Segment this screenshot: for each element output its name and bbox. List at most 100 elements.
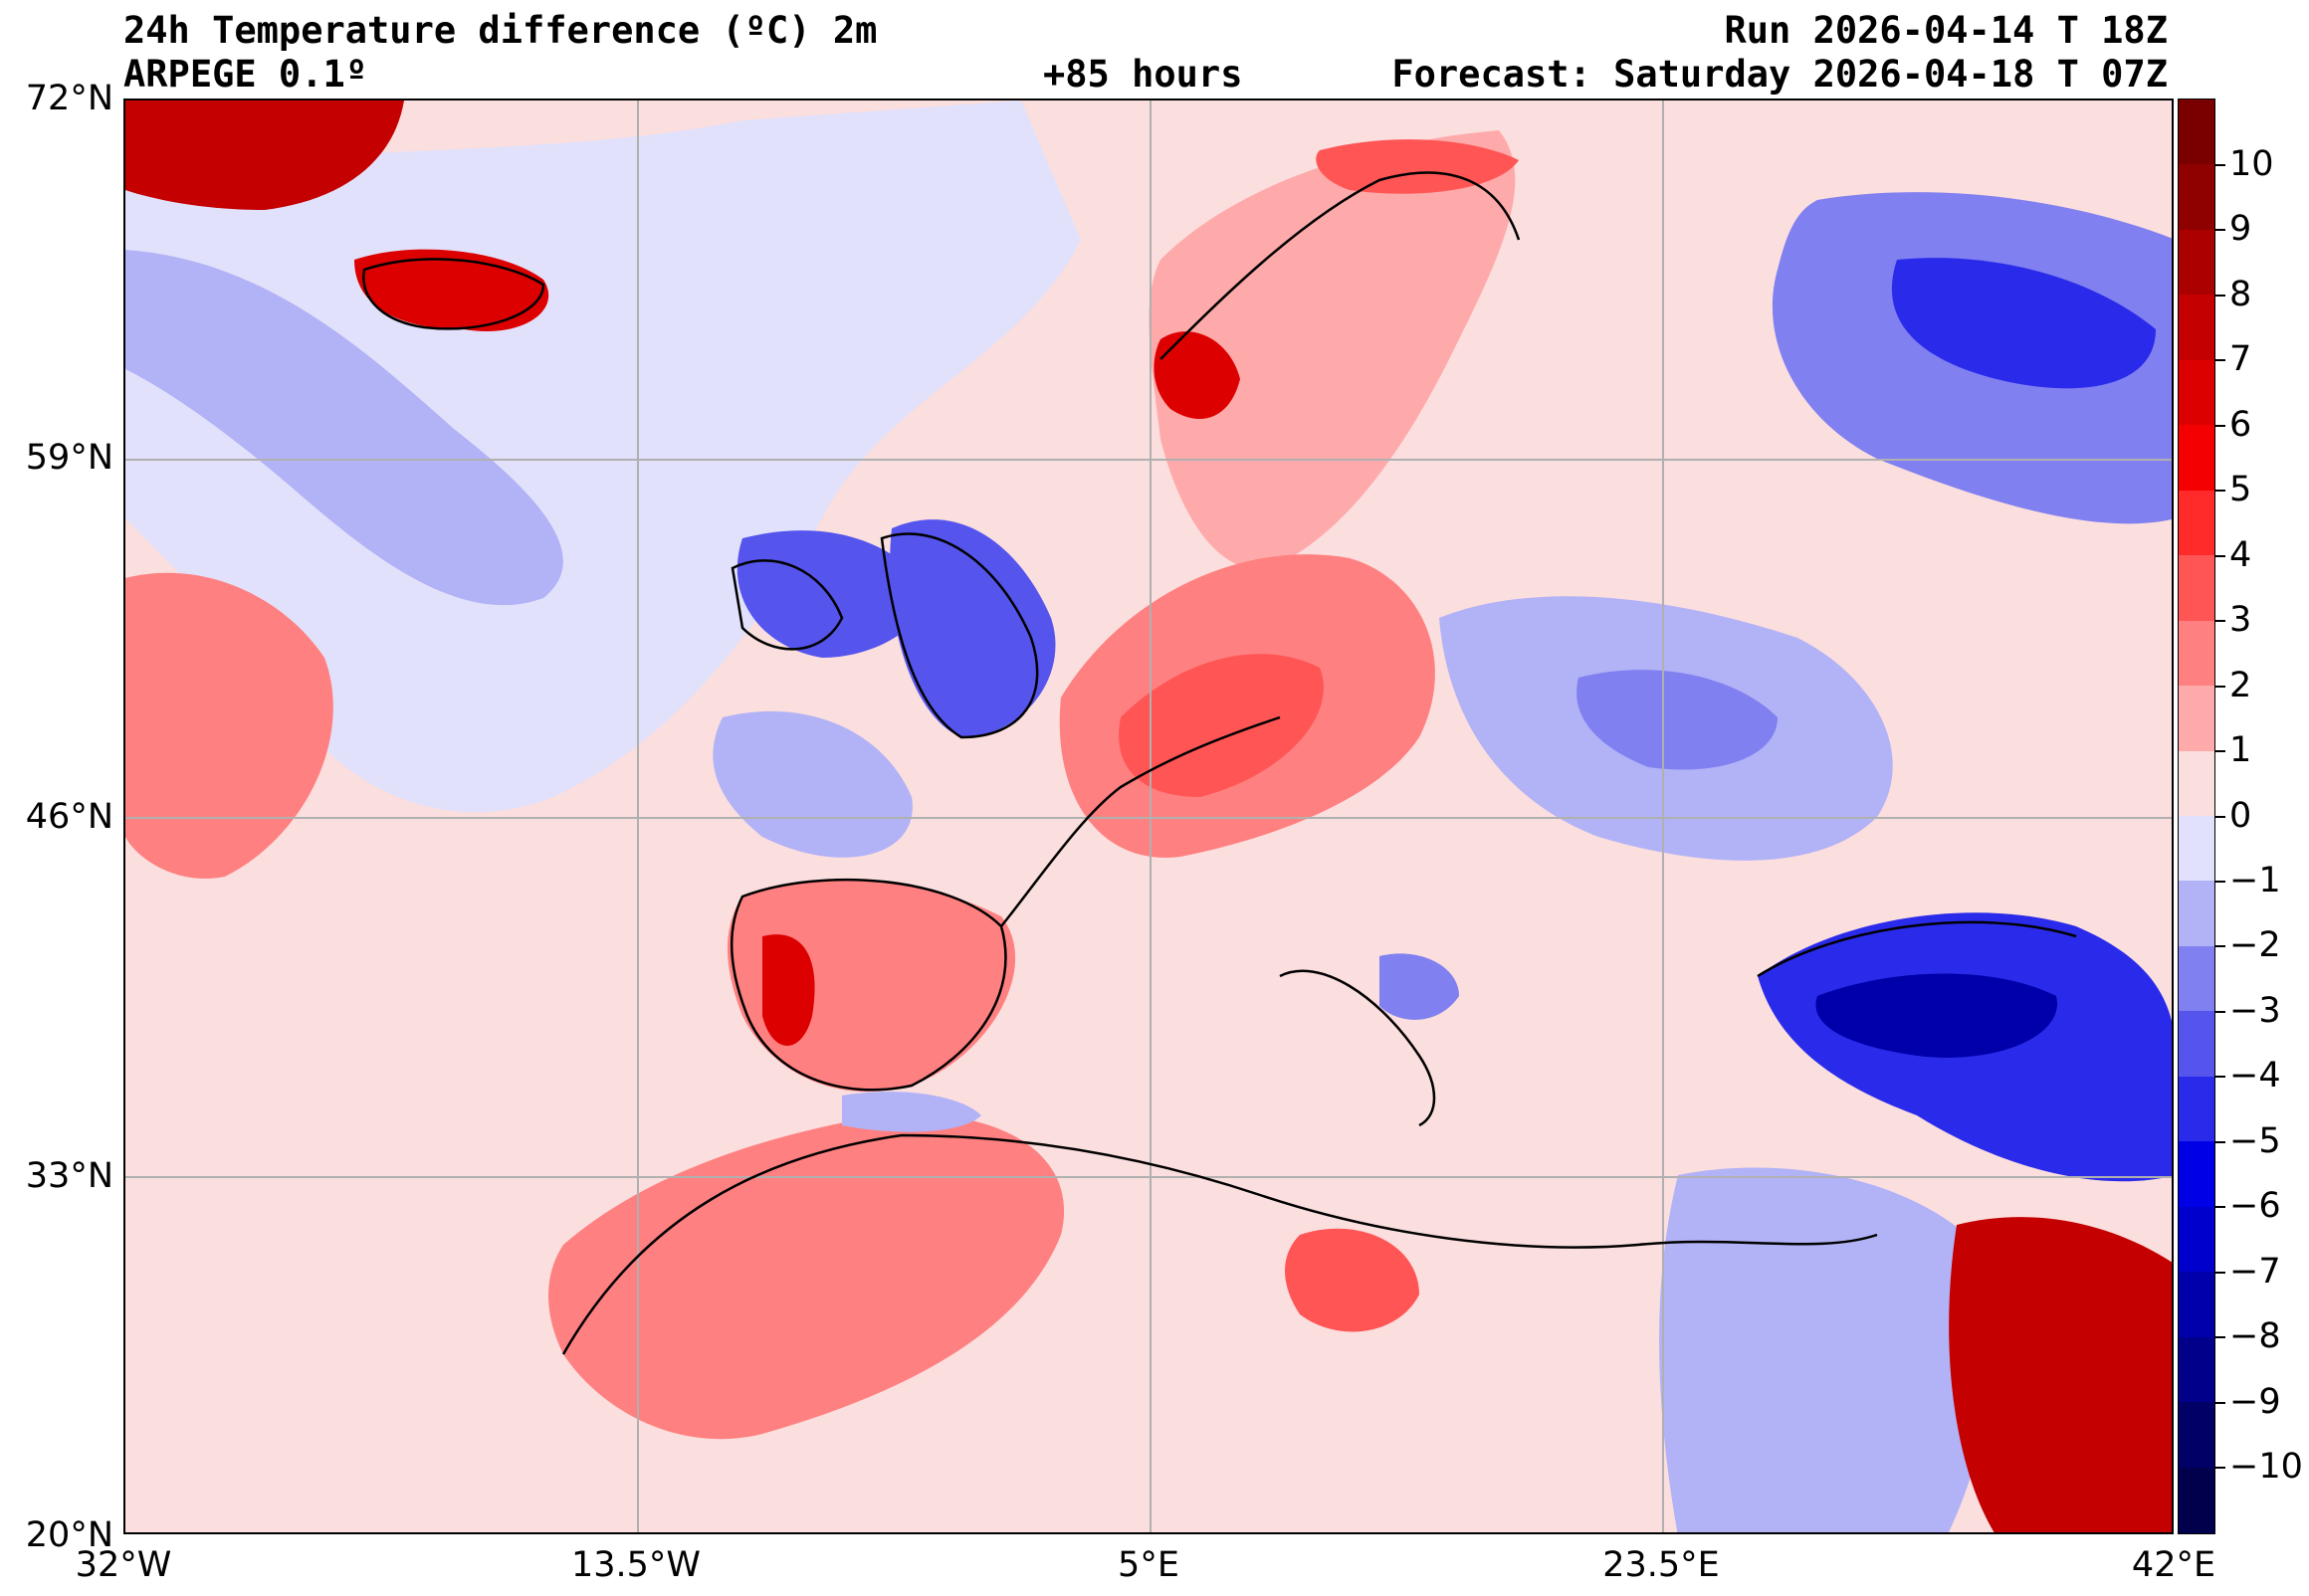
colorbar-tick: [2215, 229, 2225, 232]
cool-anomaly-region: [1379, 953, 1459, 1020]
colorbar-tick-label: 6: [2229, 404, 2252, 445]
cool-anomaly-region: [842, 1092, 981, 1132]
colorbar-segment: [2179, 1467, 2214, 1533]
warm-anomaly-greenland: [125, 100, 404, 210]
colorbar-segment: [2179, 750, 2214, 817]
colorbar: [2178, 99, 2215, 1534]
colorbar-segment: [2179, 359, 2214, 426]
cool-anomaly-egypt: [1659, 1167, 1992, 1532]
colorbar-tick-label: −10: [2229, 1447, 2303, 1488]
lat-label: 33°N: [25, 1156, 113, 1196]
colorbar-segment: [2179, 816, 2214, 883]
colorbar-segment: [2179, 1272, 2214, 1338]
colorbar-tick-label: 8: [2229, 274, 2252, 314]
lon-label: 23.5°E: [1602, 1545, 1720, 1585]
colorbar-tick: [2215, 554, 2225, 557]
colorbar-tick: [2215, 880, 2225, 883]
colorbar-tick-label: 2: [2229, 665, 2252, 705]
colorbar-tick-label: 0: [2229, 795, 2252, 836]
colorbar-tick: [2215, 1010, 2225, 1013]
cool-anomaly-region: [125, 250, 563, 606]
lat-label: 20°N: [25, 1515, 113, 1555]
colorbar-segment: [2179, 295, 2214, 361]
temperature-field: [125, 100, 2172, 1532]
lon-label: 32°W: [75, 1545, 172, 1585]
colorbar-tick: [2215, 1401, 2225, 1404]
colorbar-segment: [2179, 1011, 2214, 1078]
colorbar-tick: [2215, 1076, 2225, 1079]
colorbar-segment: [2179, 229, 2214, 296]
colorbar-tick: [2215, 1467, 2225, 1470]
colorbar-tick-label: −2: [2229, 925, 2281, 966]
colorbar-tick: [2215, 1140, 2225, 1143]
colorbar-segment: [2179, 1141, 2214, 1208]
coastline-ireland: [731, 559, 844, 651]
warm-anomaly-north-africa: [548, 1113, 1065, 1440]
model-label: ARPEGE 0.1º: [123, 53, 368, 96]
map-panel[interactable]: [123, 99, 2174, 1534]
colorbar-tick-label: 7: [2229, 339, 2252, 380]
lon-label: 13.5°W: [570, 1545, 702, 1585]
warm-anomaly-arabia: [1949, 1217, 2172, 1532]
cool-anomaly-region: [713, 710, 913, 858]
coastline-france: [1000, 715, 1281, 927]
colorbar-tick-label: −3: [2229, 990, 2281, 1031]
colorbar-tick-label: 1: [2229, 730, 2252, 771]
colorbar-tick-label: −5: [2229, 1120, 2281, 1161]
colorbar-tick-label: −9: [2229, 1381, 2281, 1422]
colorbar-tick: [2215, 945, 2225, 948]
colorbar-tick: [2215, 490, 2225, 493]
warm-anomaly-region: [125, 572, 333, 879]
warm-anomaly-portugal: [762, 934, 815, 1046]
colorbar-tick-label: −4: [2229, 1056, 2281, 1097]
colorbar-segment: [2179, 1076, 2214, 1142]
colorbar-segment: [2179, 686, 2214, 752]
warm-anomaly-region: [1285, 1228, 1419, 1332]
colorbar-segment: [2179, 1402, 2214, 1469]
colorbar-tick: [2215, 359, 2225, 362]
lon-label: 42°E: [2131, 1545, 2216, 1585]
colorbar-segment: [2179, 945, 2214, 1012]
colorbar-segment: [2179, 620, 2214, 687]
colorbar-segment: [2179, 100, 2214, 166]
colorbar-tick-label: 9: [2229, 209, 2252, 250]
lon-label: 5°E: [1118, 1545, 1179, 1585]
colorbar-tick: [2215, 750, 2225, 753]
colorbar-tick-label: −6: [2229, 1186, 2281, 1227]
coastlines: [362, 171, 2077, 1355]
colorbar-segment: [2179, 1206, 2214, 1273]
colorbar-segment: [2179, 881, 2214, 947]
coastline-italy: [1279, 969, 1436, 1127]
run-label: Run 2026-04-14 T 18Z: [1724, 9, 2168, 52]
coastline-iceland: [362, 258, 545, 330]
colorbar-tick-label: 5: [2229, 470, 2252, 510]
forecast-label: Forecast: Saturday 2026-04-18 T 07Z: [1391, 53, 2168, 96]
colorbar-tick: [2215, 424, 2225, 427]
cold-anomaly-region: [1815, 973, 2057, 1058]
lat-label: 72°N: [25, 79, 113, 118]
colorbar-tick: [2215, 815, 2225, 818]
colorbar-segment: [2179, 164, 2214, 231]
colorbar-segment: [2179, 490, 2214, 556]
coastline-britain: [880, 532, 1039, 739]
colorbar-segment: [2179, 1336, 2214, 1403]
coastline-black-sea: [1757, 920, 2077, 978]
cool-anomaly-region: [1576, 670, 1778, 770]
colorbar-tick: [2215, 1271, 2225, 1274]
warm-anomaly-norway: [1154, 331, 1240, 419]
colorbar-tick: [2215, 294, 2225, 297]
colorbar-tick: [2215, 620, 2225, 623]
chart-title: 24h Temperature difference (ºC) 2m: [123, 9, 878, 52]
colorbar-tick-label: 4: [2229, 534, 2252, 575]
colorbar-tick-label: 10: [2229, 143, 2274, 184]
colorbar-segment: [2179, 425, 2214, 492]
colorbar-tick-label: 3: [2229, 600, 2252, 641]
graticule: [125, 100, 2172, 1532]
colorbar-segment: [2179, 555, 2214, 622]
colorbar-tick: [2215, 1336, 2225, 1339]
colorbar-tick: [2215, 1206, 2225, 1209]
lead-time-label: +85 hours: [1043, 53, 1243, 96]
warm-anomaly-iceland: [354, 249, 549, 331]
colorbar-tick-label: −8: [2229, 1316, 2281, 1357]
coastline-iberia: [731, 878, 1007, 1092]
